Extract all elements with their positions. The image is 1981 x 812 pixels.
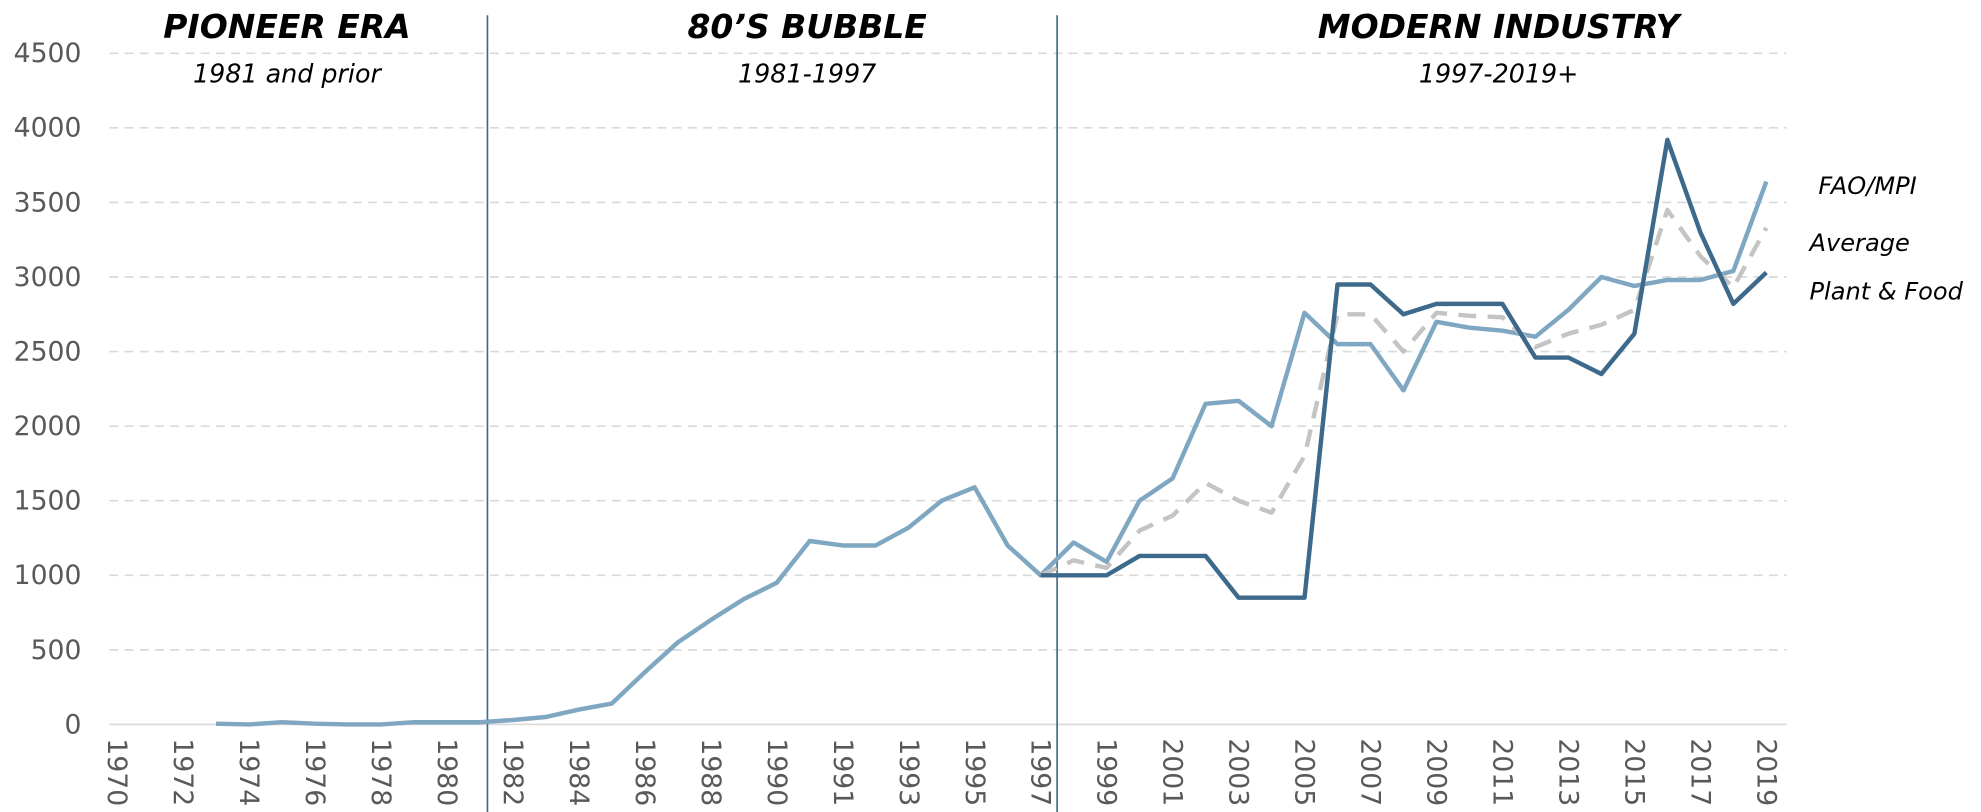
x-tick-label: 2013 xyxy=(1553,738,1584,806)
x-tick-label: 2017 xyxy=(1684,738,1715,806)
x-tick-label: 1993 xyxy=(893,738,924,806)
y-tick-label: 2000 xyxy=(14,411,82,442)
section-subtitle: 1981 and prior xyxy=(193,58,382,88)
x-tick-label: 2011 xyxy=(1487,738,1518,806)
x-tick-label: 2015 xyxy=(1619,738,1650,806)
y-tick-label: 4500 xyxy=(14,38,82,69)
section-title: MODERN INDUSTRY xyxy=(1318,7,1683,46)
x-tick-label: 1999 xyxy=(1091,738,1122,806)
x-tick-label: 1976 xyxy=(299,738,330,806)
legend-label: Average xyxy=(1807,229,1909,257)
y-tick-label: 500 xyxy=(31,635,82,666)
y-tick-label: 0 xyxy=(64,709,81,740)
x-tick-label: 1991 xyxy=(827,738,858,806)
x-tick-label: 1997 xyxy=(1025,738,1056,806)
x-tick-label: 1978 xyxy=(365,738,396,806)
x-tick-label: 1982 xyxy=(497,738,528,806)
x-tick-label: 1995 xyxy=(959,738,990,806)
x-tick-label: 1988 xyxy=(695,738,726,806)
x-tick-label: 2019 xyxy=(1750,738,1781,806)
x-tick-label: 1986 xyxy=(629,738,660,806)
y-tick-label: 2500 xyxy=(14,336,82,367)
section-title: 80’S BUBBLE xyxy=(688,7,928,46)
series-line xyxy=(1039,207,1769,578)
section-title: PIONEER ERA xyxy=(163,7,410,46)
legend-label: FAO/MPI xyxy=(1818,172,1916,200)
x-tick-label: 2003 xyxy=(1223,738,1254,806)
x-tick-label: 1990 xyxy=(761,738,792,806)
x-tick-label: 2005 xyxy=(1289,738,1320,806)
x-tick-label: 1980 xyxy=(431,738,462,806)
x-tick-label: 1974 xyxy=(233,738,264,806)
y-tick-label: 3000 xyxy=(14,262,82,293)
x-tick-label: 1984 xyxy=(563,738,594,806)
y-tick-label: 3500 xyxy=(14,187,82,218)
series-line xyxy=(215,180,1769,727)
y-tick-label: 1500 xyxy=(14,486,82,517)
x-tick-label: 2007 xyxy=(1355,738,1386,806)
x-tick-label: 2001 xyxy=(1157,738,1188,806)
series-line xyxy=(1040,137,1768,600)
x-tick-label: 1970 xyxy=(101,738,132,806)
y-tick-label: 1000 xyxy=(14,560,82,591)
x-tick-label: 1972 xyxy=(167,738,198,806)
section-subtitle: 1997-2019+ xyxy=(1419,58,1578,88)
section-subtitle: 1981-1997 xyxy=(738,58,876,88)
x-tick-label: 2009 xyxy=(1421,738,1452,806)
legend-label: Plant & Food xyxy=(1809,277,1963,305)
y-tick-label: 4000 xyxy=(14,113,82,144)
